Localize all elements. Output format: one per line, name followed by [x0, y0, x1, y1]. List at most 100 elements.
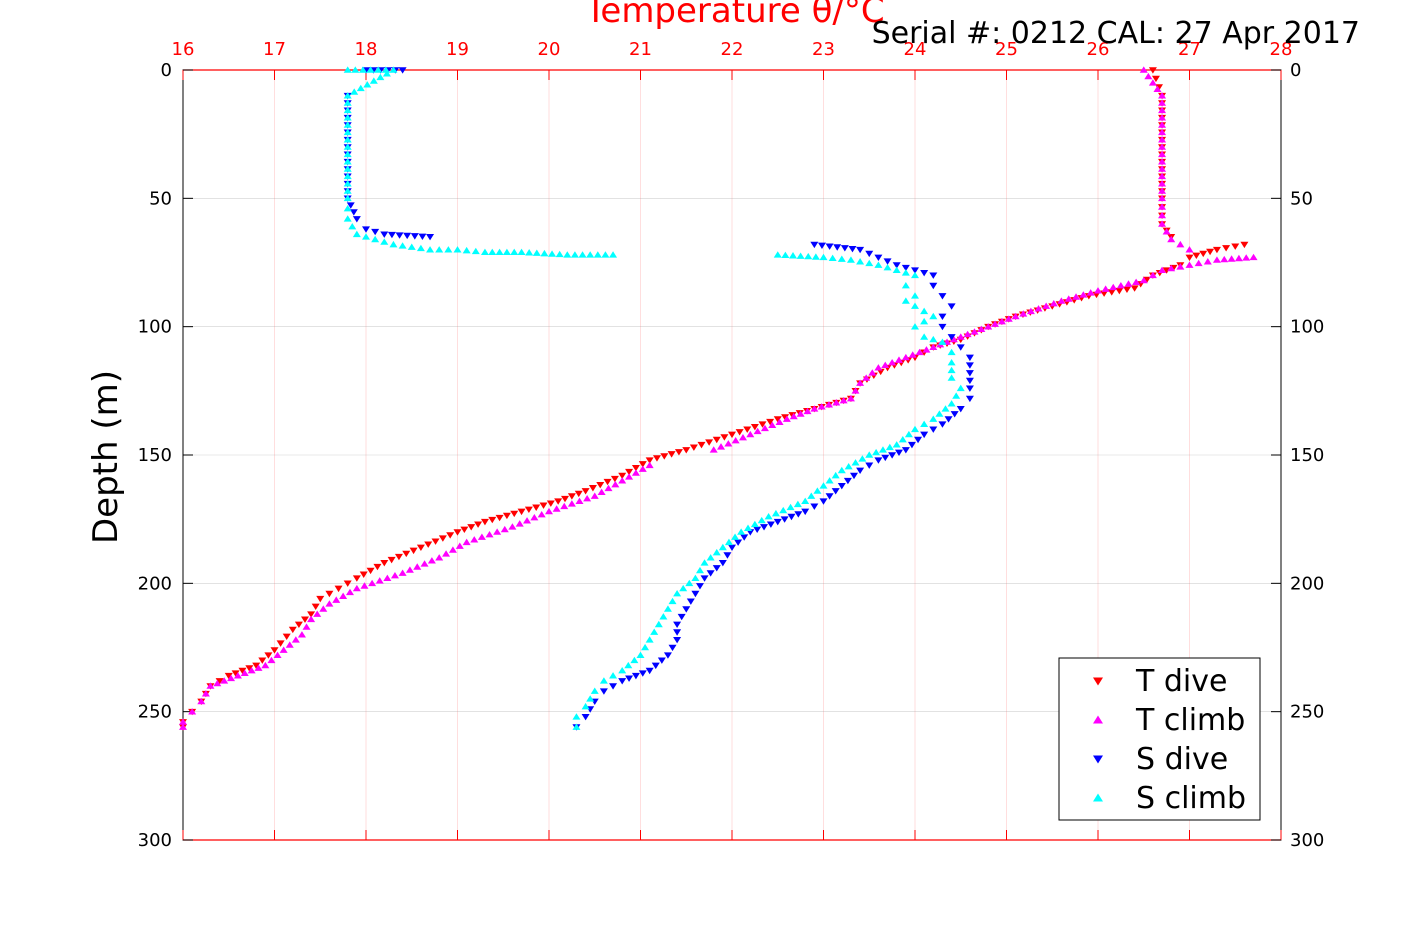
t-dive-marker [1130, 285, 1139, 292]
s-dive-marker [638, 670, 647, 677]
s-climb-marker [343, 66, 352, 73]
s-dive-marker [712, 565, 721, 572]
t-climb-marker [332, 596, 341, 603]
s-climb-marker [947, 374, 956, 381]
s-dive-marker [840, 245, 849, 252]
t-climb-marker [1086, 289, 1095, 296]
t-climb-marker [470, 536, 479, 543]
t-climb-marker [717, 443, 726, 450]
s-dive-marker [956, 344, 965, 351]
x-tick-label: 19 [446, 39, 469, 60]
s-climb-legend-marker [1093, 793, 1103, 802]
t-climb-marker [970, 328, 979, 335]
s-climb-marker [350, 88, 359, 95]
s-dive-marker [387, 231, 396, 239]
x-tick-label: 25 [995, 39, 1018, 60]
t-dive-marker [510, 510, 519, 518]
s-dive-marker [352, 216, 361, 223]
t-climb-marker [1144, 72, 1153, 80]
t-dive-marker [596, 481, 605, 489]
s-climb-marker [941, 405, 950, 412]
s-climb-marker [654, 620, 663, 628]
s-dive-marker [856, 246, 865, 254]
s-climb-marker [343, 158, 352, 165]
s-dive-marker [938, 313, 947, 320]
s-climb-marker [952, 392, 961, 399]
s-climb-marker [363, 81, 372, 88]
t-climb-marker [1249, 253, 1258, 261]
s-climb-marker [374, 66, 383, 73]
t-climb-marker [908, 351, 917, 358]
t-climb-marker [1132, 278, 1141, 285]
t-climb-marker [1109, 283, 1118, 291]
t-dive-marker [409, 547, 418, 555]
s-climb-marker [935, 410, 944, 417]
t-climb-marker [1158, 266, 1167, 273]
t-climb-marker [291, 636, 300, 643]
s-dive-marker [888, 452, 897, 459]
s-dive-marker [380, 231, 389, 238]
x-tick-labels: 16 17 18 19 20 21 22 23 24 25 26 27 28 [172, 39, 1293, 60]
s-dive-marker [700, 575, 709, 582]
s-climb-marker [920, 307, 929, 315]
t-dive-marker [238, 667, 247, 675]
s-climb-marker [938, 338, 947, 345]
t-climb-marker [267, 656, 276, 664]
s-climb-marker [356, 84, 365, 92]
s-dive-marker [938, 421, 947, 428]
s-climb-legend-label: S climb [1136, 781, 1246, 816]
t-climb-marker [1185, 261, 1194, 268]
t-dive-marker [1142, 276, 1151, 284]
s-dive-marker [395, 232, 404, 239]
s-dive-marker [581, 714, 590, 721]
t-climb-marker [1139, 66, 1148, 73]
s-climb-marker [630, 656, 639, 664]
t-dive-marker [1115, 287, 1124, 295]
x-tick-label: 22 [721, 39, 744, 60]
s-climb-marker [947, 348, 956, 356]
y-tick-label-left: 0 [161, 60, 172, 81]
t-dive-marker [311, 603, 320, 611]
s-climb-marker [525, 249, 534, 256]
x-tick-label: 17 [263, 39, 286, 60]
s-climb-marker [343, 172, 352, 180]
s-dive-marker [920, 431, 929, 439]
t-climb-marker [523, 517, 532, 524]
t-climb-marker [881, 361, 890, 368]
s-climb-marker [343, 99, 352, 106]
s-dive-marker [819, 498, 828, 505]
s-dive-marker [362, 226, 370, 233]
t-dive-marker [446, 532, 455, 539]
s-climb-marker [819, 253, 828, 261]
s-dive-marker [663, 652, 672, 659]
s-dive-legend-label: S dive [1136, 742, 1228, 777]
y-tick-label-right: 300 [1290, 830, 1324, 851]
t-climb-marker [1176, 240, 1185, 248]
s-dive-marker [677, 613, 686, 621]
s-climb-marker [819, 482, 828, 489]
t-climb-marker [832, 399, 841, 406]
s-dive-marker [965, 370, 974, 377]
legend-entries: T dive T climb S dive S climb [1093, 664, 1246, 816]
s-dive-marker [865, 250, 874, 258]
y-tick-label-left: 300 [138, 830, 172, 851]
t-climb-marker [206, 682, 215, 689]
t-dive-marker [758, 421, 767, 428]
t-climb-marker [1158, 99, 1167, 106]
y-tick-labels-left: 0 50 100 150 200 250 300 [138, 60, 172, 851]
t-climb-marker [1158, 203, 1167, 210]
s-climb-marker [343, 187, 352, 194]
t-climb-marker [888, 359, 897, 366]
t-climb-marker [1158, 172, 1167, 180]
t-dive-marker [539, 502, 548, 509]
s-dive-marker [929, 272, 938, 279]
t-dive-marker [1231, 243, 1240, 250]
s-climb-marker [471, 247, 480, 255]
t-climb-marker [485, 530, 494, 538]
s-dive-marker [794, 511, 803, 518]
t-dive-marker [581, 488, 590, 495]
s-climb-marker [673, 590, 682, 597]
s-dive-marker [686, 598, 695, 605]
t-climb-marker [590, 492, 599, 499]
t-climb-marker [537, 510, 546, 518]
